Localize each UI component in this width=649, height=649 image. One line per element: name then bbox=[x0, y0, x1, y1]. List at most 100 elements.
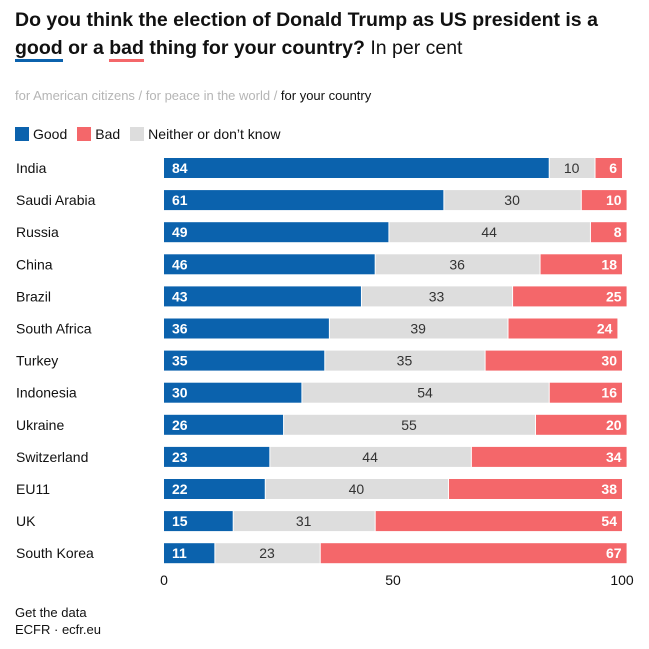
bar-neither bbox=[329, 318, 508, 339]
data-label: 20 bbox=[606, 417, 622, 433]
data-label: 67 bbox=[606, 545, 622, 561]
bar-bad bbox=[595, 158, 622, 178]
bar-bad bbox=[375, 511, 622, 532]
data-label: 22 bbox=[172, 481, 188, 497]
data-label: 31 bbox=[296, 513, 312, 529]
data-label: 43 bbox=[172, 288, 188, 304]
category-label: Switzerland bbox=[16, 449, 88, 465]
category-label: UK bbox=[16, 513, 36, 529]
bar-good bbox=[164, 286, 361, 307]
title-good: good bbox=[15, 37, 63, 62]
data-label: 61 bbox=[172, 192, 188, 208]
category-label: EU11 bbox=[16, 481, 50, 497]
data-label: 54 bbox=[417, 385, 433, 401]
category-label: India bbox=[16, 160, 47, 176]
data-label: 44 bbox=[481, 224, 497, 240]
data-label: 36 bbox=[172, 321, 188, 337]
data-label: 23 bbox=[259, 545, 275, 561]
bar-good bbox=[164, 511, 233, 532]
bar-bad bbox=[513, 286, 627, 307]
bar-bad bbox=[535, 414, 627, 435]
bar-neither bbox=[233, 511, 375, 532]
bar-neither bbox=[549, 158, 595, 178]
bar-bad bbox=[320, 543, 627, 564]
bar-good bbox=[164, 350, 325, 371]
data-label: 84 bbox=[172, 160, 188, 176]
bar-good bbox=[164, 382, 302, 403]
data-label: 16 bbox=[601, 385, 617, 401]
bar-good bbox=[164, 190, 444, 211]
data-label: 54 bbox=[601, 513, 617, 529]
bar-neither bbox=[325, 350, 485, 371]
data-label: 18 bbox=[601, 256, 617, 272]
bar-bad bbox=[590, 222, 627, 243]
bar-neither bbox=[389, 222, 590, 243]
footer: Get the data ECFR · ecfr.eu bbox=[15, 604, 101, 638]
bar-neither bbox=[270, 446, 471, 467]
data-label: 30 bbox=[172, 385, 188, 401]
bar-bad bbox=[485, 350, 622, 371]
bar-bad bbox=[448, 479, 622, 499]
data-label: 39 bbox=[410, 321, 426, 337]
data-label: 46 bbox=[172, 256, 188, 272]
title-text: or a bbox=[62, 37, 110, 59]
category-label: China bbox=[16, 256, 53, 272]
data-label: 55 bbox=[401, 417, 417, 433]
title-text: thing for your country? bbox=[143, 37, 365, 59]
bar-bad bbox=[471, 446, 627, 467]
title-text: Do you think the election of Donald Trum… bbox=[15, 9, 598, 31]
category-label: Indonesia bbox=[16, 385, 77, 401]
category-label: Saudi Arabia bbox=[16, 192, 96, 208]
data-label: 26 bbox=[172, 417, 188, 433]
bar-neither bbox=[265, 479, 448, 499]
chart-title: Do you think the election of Donald Trum… bbox=[15, 6, 615, 62]
data-label: 23 bbox=[172, 449, 188, 465]
legend-label: Bad bbox=[95, 126, 121, 142]
data-label: 6 bbox=[609, 160, 617, 176]
bar-good bbox=[164, 222, 389, 243]
data-label: 49 bbox=[172, 224, 188, 240]
data-label: 30 bbox=[601, 353, 617, 369]
category-label: Brazil bbox=[16, 288, 51, 304]
legend-swatch bbox=[77, 127, 92, 141]
legend-good: Good bbox=[15, 126, 67, 142]
get-data-link[interactable]: Get the data bbox=[15, 605, 87, 620]
bar-good bbox=[164, 446, 270, 467]
tab-american-citizens[interactable]: for American citizens bbox=[15, 88, 135, 103]
category-label: Russia bbox=[16, 224, 59, 240]
bar-bad bbox=[540, 254, 622, 275]
category-label: Ukraine bbox=[16, 417, 64, 433]
category-label: Turkey bbox=[16, 353, 58, 369]
data-label: 33 bbox=[429, 288, 445, 304]
legend-neither: Neither or don’t know bbox=[130, 126, 280, 142]
bar-neither bbox=[302, 382, 549, 403]
legend-label: Good bbox=[33, 126, 68, 142]
legend: Good Bad Neither or don’t know bbox=[15, 126, 280, 142]
data-label: 40 bbox=[349, 481, 365, 497]
bar-good bbox=[164, 254, 375, 275]
bar-good bbox=[164, 479, 265, 499]
legend-label: Neither or don’t know bbox=[148, 126, 281, 142]
bar-neither bbox=[375, 254, 540, 275]
data-label: 11 bbox=[172, 545, 187, 561]
bar-good bbox=[164, 318, 329, 339]
bar-good bbox=[164, 543, 215, 564]
x-tick-label: 50 bbox=[385, 572, 401, 588]
tab-peace-world[interactable]: for peace in the world bbox=[145, 88, 271, 103]
source: ECFR · ecfr.eu bbox=[15, 622, 101, 637]
x-tick-label: 0 bbox=[160, 572, 168, 588]
data-label: 25 bbox=[606, 288, 622, 304]
legend-swatch bbox=[15, 127, 29, 141]
tab-your-country[interactable]: for your country bbox=[280, 88, 372, 103]
view-switcher: for American citizens / for peace in the… bbox=[15, 88, 371, 103]
legend-bad: Bad bbox=[77, 126, 120, 142]
data-label: 36 bbox=[449, 256, 465, 272]
data-label: 30 bbox=[504, 192, 520, 208]
bar-bad bbox=[581, 190, 627, 211]
data-label: 35 bbox=[172, 353, 188, 369]
legend-swatch bbox=[130, 127, 145, 141]
data-label: 44 bbox=[362, 449, 378, 465]
title-unit: In per cent bbox=[364, 37, 463, 59]
x-tick-label: 100 bbox=[610, 572, 634, 588]
